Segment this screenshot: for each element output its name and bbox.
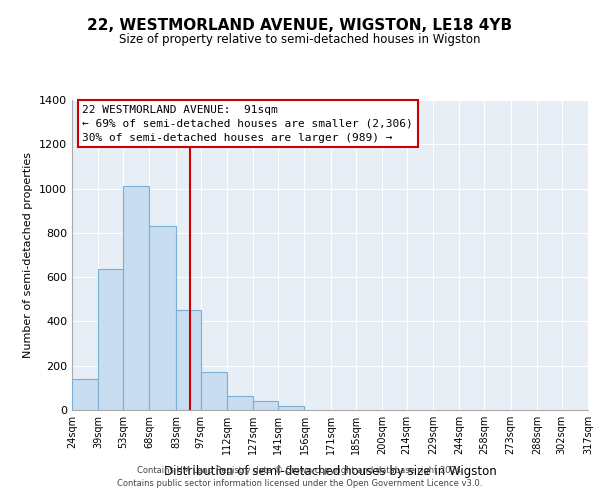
- Text: 22 WESTMORLAND AVENUE:  91sqm
← 69% of semi-detached houses are smaller (2,306)
: 22 WESTMORLAND AVENUE: 91sqm ← 69% of se…: [82, 104, 413, 142]
- Bar: [227, 396, 253, 410]
- Bar: [176, 310, 200, 410]
- Bar: [253, 401, 278, 410]
- Text: 22, WESTMORLAND AVENUE, WIGSTON, LE18 4YB: 22, WESTMORLAND AVENUE, WIGSTON, LE18 4Y…: [88, 18, 512, 32]
- Y-axis label: Number of semi-detached properties: Number of semi-detached properties: [23, 152, 34, 358]
- Text: Contains HM Land Registry data © Crown copyright and database right 2024.
Contai: Contains HM Land Registry data © Crown c…: [118, 466, 482, 487]
- Bar: [278, 406, 304, 410]
- Bar: [149, 226, 176, 410]
- Bar: [123, 186, 149, 410]
- X-axis label: Distribution of semi-detached houses by size in Wigston: Distribution of semi-detached houses by …: [164, 466, 496, 478]
- Bar: [200, 372, 227, 410]
- Text: Size of property relative to semi-detached houses in Wigston: Size of property relative to semi-detach…: [119, 32, 481, 46]
- Bar: [72, 379, 98, 410]
- Bar: [98, 270, 123, 410]
